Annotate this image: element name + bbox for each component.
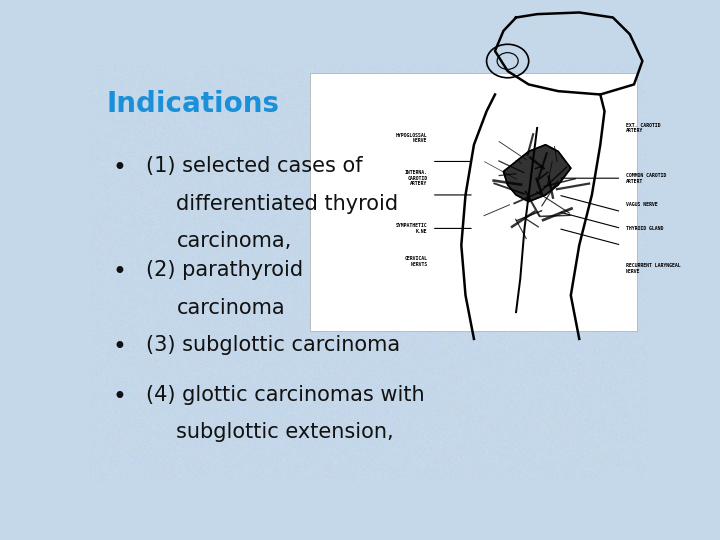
- Text: SYMPATHETIC
K.NE: SYMPATHETIC K.NE: [396, 223, 428, 234]
- FancyBboxPatch shape: [310, 73, 637, 331]
- Text: (2) parathyroid: (2) parathyroid: [145, 260, 303, 280]
- Text: •: •: [112, 260, 126, 284]
- Polygon shape: [503, 145, 571, 201]
- Text: HYPOGLOSSAL
NERVE: HYPOGLOSSAL NERVE: [396, 133, 428, 144]
- Text: (3) subglottic carcinoma: (3) subglottic carcinoma: [145, 335, 400, 355]
- Text: carcinoma,: carcinoma,: [176, 231, 292, 251]
- Text: subglottic extension,: subglottic extension,: [176, 422, 394, 442]
- Text: THYROID GLAND: THYROID GLAND: [626, 226, 663, 231]
- Text: INTERNA.
CAROTID
ARTERY: INTERNA. CAROTID ARTERY: [405, 170, 428, 186]
- Text: RECURRENT LARYNGEAL
NERVE: RECURRENT LARYNGEAL NERVE: [626, 263, 680, 274]
- Text: differentiated thyroid: differentiated thyroid: [176, 194, 399, 214]
- Text: •: •: [112, 385, 126, 409]
- Text: (1) selected cases of: (1) selected cases of: [145, 156, 362, 176]
- Text: COMMON CAROTID
ARTERT: COMMON CAROTID ARTERT: [626, 173, 666, 184]
- Text: •: •: [112, 335, 126, 359]
- Text: •: •: [112, 156, 126, 180]
- Text: CERVICAL
NERVTS: CERVICAL NERVTS: [405, 256, 428, 267]
- Text: carcinoma: carcinoma: [176, 298, 285, 318]
- Text: EXT. CAROTID
ARTERY: EXT. CAROTID ARTERY: [626, 123, 660, 133]
- Text: VAGUS NERVE: VAGUS NERVE: [626, 202, 657, 207]
- Text: Indications: Indications: [107, 90, 280, 118]
- Text: (4) glottic carcinomas with: (4) glottic carcinomas with: [145, 385, 424, 405]
